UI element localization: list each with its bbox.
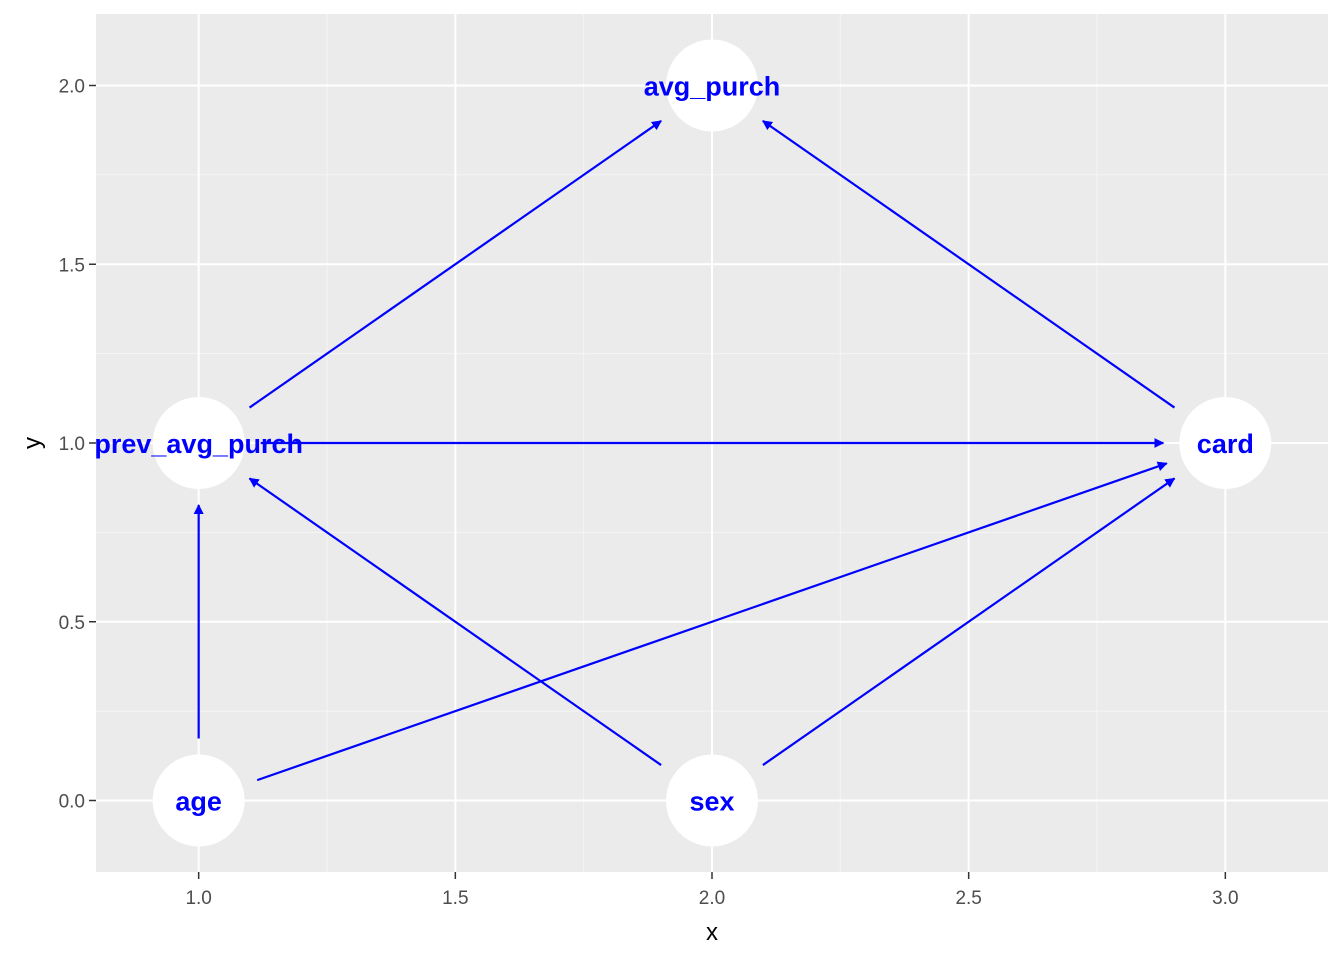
y-tick-label: 0.0 <box>59 792 85 813</box>
node-circle-sex <box>666 754 758 847</box>
node-label-sex: sex <box>689 787 734 817</box>
x-tick-label: 1.0 <box>185 888 211 909</box>
node-circle-prev-avg-purch <box>152 397 245 489</box>
edges <box>193 120 1176 782</box>
node-circle-avg-purch <box>666 39 758 132</box>
edge-sex-to-prev-avg-purch <box>248 477 662 766</box>
node-label-card: card <box>1197 429 1254 459</box>
edge-card-to-avg-purch <box>762 120 1176 409</box>
node-circle-age <box>152 754 245 847</box>
node-label-prev-avg-purch: prev_avg_purch <box>94 429 303 459</box>
node-label-avg-purch: avg_purch <box>644 72 781 102</box>
y-tick-label: 1.5 <box>59 255 85 276</box>
edge-age-to-card <box>256 461 1168 782</box>
edge-sex-to-card <box>762 477 1176 766</box>
node-label-age: age <box>175 787 222 817</box>
x-tick-label: 1.5 <box>442 888 468 909</box>
y-axis: 0.0 0.5 1.0 1.5 2.0 <box>59 77 96 813</box>
x-tick-label: 2.5 <box>955 888 981 909</box>
y-tick-label: 0.5 <box>59 613 85 634</box>
x-tick-label: 2.0 <box>699 888 725 909</box>
node-circles <box>152 39 1272 847</box>
edge-prev-avg-purch-to-avg-purch <box>248 120 662 409</box>
y-axis-title: y <box>19 437 46 449</box>
node-circle-card <box>1179 397 1272 489</box>
x-axis: 1.0 1.5 2.0 2.5 3.0 <box>185 872 1239 909</box>
node-labels: avg_purch prev_avg_purch card age sex <box>94 72 1254 817</box>
x-axis-title: x <box>706 919 718 946</box>
y-tick-label: 1.0 <box>59 434 85 455</box>
y-tick-label: 2.0 <box>59 77 85 98</box>
x-tick-label: 3.0 <box>1212 888 1238 909</box>
